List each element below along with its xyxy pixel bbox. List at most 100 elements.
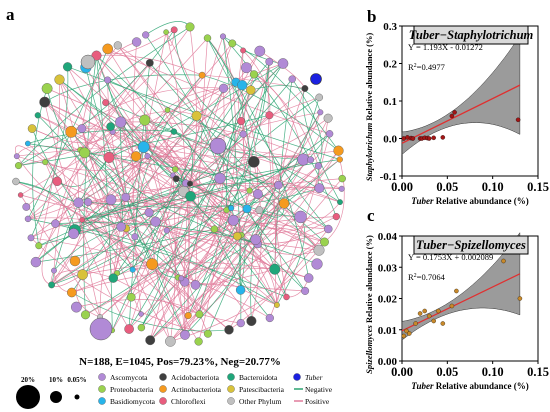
network-edge <box>267 61 287 298</box>
data-point <box>417 311 423 316</box>
x-tick-label: 0.05 <box>436 365 458 379</box>
network-node-large <box>89 317 113 341</box>
network-node <box>210 225 219 233</box>
network-node <box>301 85 309 92</box>
network-node <box>315 93 324 102</box>
data-point <box>407 331 412 336</box>
legend-dot-0 <box>98 373 106 381</box>
legend-dot-2 <box>98 397 106 405</box>
network-node <box>250 234 261 245</box>
legend-label-8: Other Phylum <box>239 397 281 406</box>
network-node <box>27 234 35 242</box>
network-node <box>195 310 204 319</box>
network-node <box>165 336 176 347</box>
network-edge <box>37 115 127 229</box>
network-edge <box>120 121 196 286</box>
network-node <box>332 213 340 221</box>
network-edge <box>45 26 191 163</box>
network-node <box>274 180 283 190</box>
data-point <box>449 303 455 309</box>
network-edge <box>107 48 330 135</box>
network-node <box>246 187 253 194</box>
network-edge <box>96 55 176 170</box>
data-point <box>422 308 427 314</box>
network-node <box>106 122 115 131</box>
network-edge <box>112 32 167 279</box>
size-circle-large <box>16 385 40 409</box>
network-node <box>144 208 154 218</box>
network-nodes <box>12 22 346 347</box>
network-node <box>304 273 314 283</box>
data-point <box>517 296 523 301</box>
legend-dot-7 <box>227 385 235 393</box>
data-point <box>440 135 446 140</box>
network-edge <box>202 74 339 151</box>
network-edge <box>16 145 311 161</box>
tuber-node <box>310 73 322 85</box>
network-node <box>240 47 247 54</box>
network-node <box>228 205 235 212</box>
y-axis-label: Staphylotrichum Relative abundance (%) <box>364 33 374 182</box>
network-node <box>131 37 142 47</box>
data-point <box>431 318 436 324</box>
y-tick-label: -0.1 <box>380 171 397 183</box>
network-edge <box>128 43 233 330</box>
network-node <box>214 172 226 184</box>
y-tick-label: 0.1 <box>383 96 397 108</box>
network-node <box>170 128 178 135</box>
network-edge <box>20 194 101 318</box>
network-edge <box>38 161 254 247</box>
network-edge <box>165 29 175 46</box>
network-edge <box>147 155 186 335</box>
network-node <box>34 112 41 119</box>
x-tick-label: 0.00 <box>391 180 413 194</box>
r-squared: R2=0.7064 <box>408 272 446 282</box>
phylum-legend: Ascomycota Proteobacteria Basidiomycota Aci… <box>98 373 333 406</box>
network-node <box>171 166 179 173</box>
network-node <box>237 117 246 126</box>
y-tick-label: 0.00 <box>378 356 398 368</box>
plot-b: 0.00 0.05 0.10 0.15 -0.1 0.0 0.1 0.2 0.3 Tuber−St… <box>364 21 549 206</box>
network-node <box>249 70 259 79</box>
legend-dot-8 <box>227 397 235 405</box>
data-point <box>440 321 446 326</box>
legend-dot-5 <box>159 397 167 405</box>
network-node <box>277 58 289 69</box>
network-node <box>320 237 329 247</box>
y-tick-label: 0.04 <box>378 231 398 243</box>
network-edge <box>187 61 270 316</box>
data-point <box>431 135 436 141</box>
network-node <box>265 111 274 120</box>
network-edge <box>15 181 185 283</box>
network-node <box>77 124 87 134</box>
legend-label-7: Patescibacteria <box>239 385 285 394</box>
network-edge <box>108 87 224 158</box>
network-node <box>307 156 315 164</box>
network-node <box>278 198 290 209</box>
legend-label-11: Positive <box>305 397 330 406</box>
confidence-band <box>401 34 521 156</box>
network-edge <box>170 234 242 342</box>
network-edge <box>134 74 203 237</box>
network-edge <box>78 202 101 318</box>
data-point <box>449 113 455 119</box>
network-node <box>79 147 91 159</box>
x-tick-label: 0.15 <box>527 365 549 379</box>
network-node <box>239 130 247 138</box>
x-tick-label: 0.10 <box>482 365 504 379</box>
network-node <box>237 80 248 91</box>
network-edge <box>110 199 320 251</box>
network-node <box>121 192 131 202</box>
network-node <box>325 130 334 138</box>
network-node <box>42 159 49 166</box>
network-node <box>247 155 260 168</box>
network-node <box>68 228 80 240</box>
network-edge <box>148 212 171 342</box>
network-edge <box>30 66 69 238</box>
network-node <box>22 202 31 211</box>
y-tick-label: 0.3 <box>383 21 397 33</box>
network-edge <box>59 79 191 184</box>
network-node <box>265 313 274 323</box>
network-edge <box>81 219 118 274</box>
network-node <box>14 162 22 170</box>
